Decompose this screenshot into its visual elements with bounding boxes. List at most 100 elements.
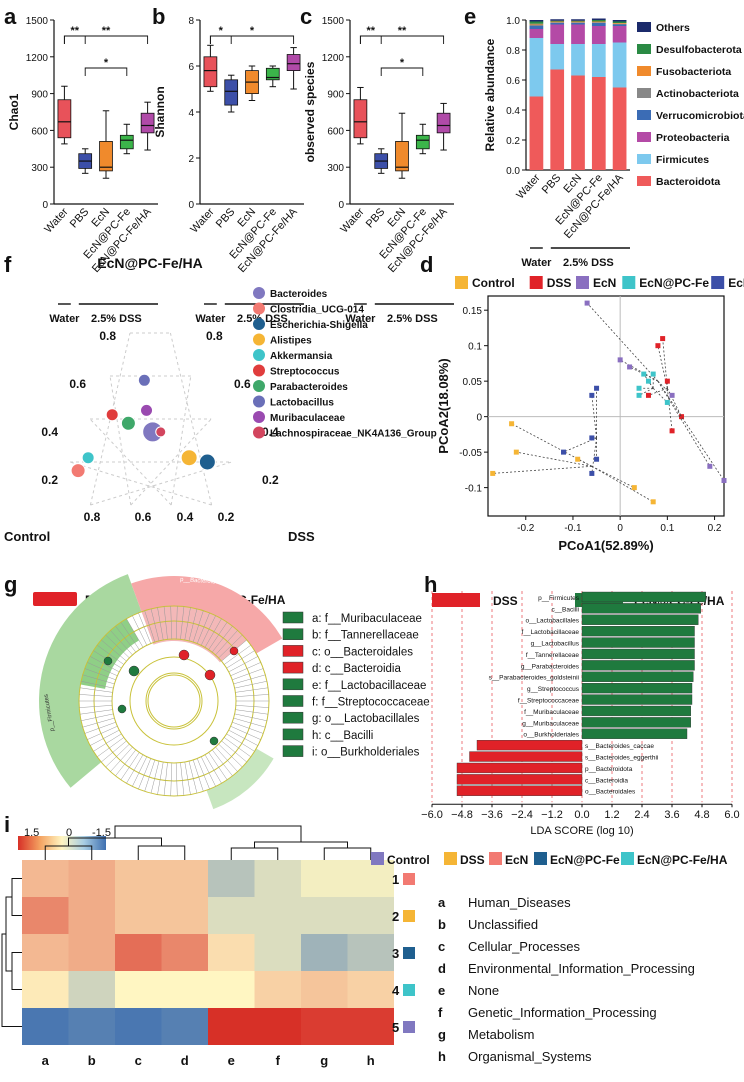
group-label-water: Water xyxy=(521,257,552,269)
bar-segment-Proteobacteria xyxy=(612,26,627,43)
clade-branch xyxy=(188,761,198,794)
cladogram: DSSEcN@PC-Fe/HAp__Bacteroidotap__Firmicu… xyxy=(33,574,430,810)
y-axis-label: observed species xyxy=(303,61,317,162)
y-tick-label: 0.4 xyxy=(506,106,520,117)
spider-line xyxy=(492,465,592,474)
lda-bar-label: g__Streptococcus xyxy=(527,686,580,693)
clade-branch xyxy=(192,610,204,643)
bar-segment-Verrucomicrobiota xyxy=(591,23,606,26)
pcoa-point-DSS xyxy=(669,428,675,434)
heatmap-cell xyxy=(68,971,115,1008)
legend-swatch-Verrucomicrobiota xyxy=(637,110,651,120)
column-key: d xyxy=(438,961,446,976)
y-tick-label: 1200 xyxy=(26,53,49,64)
sig-bracket xyxy=(359,35,382,44)
clade-branch xyxy=(157,762,164,795)
lda-bar-label: f__Streptococcaceae xyxy=(518,698,579,705)
clade-branch xyxy=(215,630,238,656)
legend-swatch-DSS xyxy=(33,592,77,606)
legend-swatch-Proteobacteria xyxy=(637,132,651,142)
pcoa-point-EcN@PC-Fe/HA xyxy=(594,385,600,391)
bar-segment-Bacteroidota xyxy=(612,87,627,170)
x-tick-label: -0.1 xyxy=(564,523,582,534)
column-key: f xyxy=(438,1005,443,1020)
legend-label: Alistipes xyxy=(270,336,312,347)
clade-node xyxy=(229,646,239,656)
ternary-point-Streptococcus xyxy=(105,408,119,422)
y-tick-label: 600 xyxy=(327,126,344,137)
bar-segment-Proteobacteria xyxy=(571,24,585,44)
legend-label: Parabacteroides xyxy=(270,382,348,393)
clade-label: g: o__Lactobacillales xyxy=(312,713,420,725)
spider-line xyxy=(648,380,654,389)
sig-label: ** xyxy=(367,25,376,37)
clade-label: c: o__Bacteroidales xyxy=(312,646,413,658)
x-tick-label: 2.4 xyxy=(634,809,649,821)
lda-bar-label: p__Bacteroidota xyxy=(585,766,633,773)
clade-branch xyxy=(110,630,133,656)
heatmap-cell xyxy=(22,860,69,897)
heatmap-cell xyxy=(208,860,255,897)
box-Water xyxy=(203,56,218,88)
ternary-point-Lactobacillus xyxy=(137,373,151,387)
box-Water xyxy=(353,99,368,139)
sig-label: * xyxy=(104,57,109,69)
sig-bracket xyxy=(359,35,445,44)
lda-bar xyxy=(581,648,695,660)
ternary-bottom-tick: 0.4 xyxy=(177,510,194,524)
lda-bar-label: f__Tannerellaceae xyxy=(526,652,580,659)
clade-swatch-b xyxy=(282,628,304,640)
clade-branch xyxy=(115,749,137,777)
ternary-right-tick: 0.2 xyxy=(262,473,279,487)
bar-segment-Others xyxy=(591,18,606,20)
pcoa-point-Control xyxy=(509,421,515,427)
clade-branch xyxy=(81,713,114,721)
lda-bar xyxy=(581,603,701,614)
box-PBS xyxy=(224,79,239,106)
lda-bar xyxy=(476,740,583,751)
pcoa-point-EcN@PC-Fe xyxy=(641,371,647,377)
lda-bar xyxy=(581,705,691,717)
row-label: 1 xyxy=(392,872,399,887)
clade-label: h: c__Bacilli xyxy=(312,730,373,742)
pcoa-point-Control xyxy=(490,470,496,476)
x-tick-label: PBS xyxy=(540,172,564,196)
pcoa-point-EcN@PC-Fe/HA xyxy=(589,470,595,476)
heatmap-cell xyxy=(254,897,301,934)
legend-swatch-EcN xyxy=(576,276,589,289)
clade-branch xyxy=(232,721,264,734)
lda-bar xyxy=(456,762,583,774)
heatmap-cell xyxy=(68,934,115,971)
heatmap-cell xyxy=(347,1008,394,1045)
ternary-right-tick: 0.6 xyxy=(234,377,251,391)
clade-branch xyxy=(96,644,124,665)
legend-swatch-Bacteroidota xyxy=(637,176,651,186)
column-label: g xyxy=(320,1053,328,1068)
ternary-point-Alistipes xyxy=(180,449,198,467)
legend-swatch-EcN@PC-Fe/HA xyxy=(621,852,634,865)
heatmap-cell xyxy=(347,971,394,1008)
pcoa-point-EcN@PC-Fe xyxy=(650,371,656,377)
ternary-left-tick: 0.6 xyxy=(69,377,86,391)
y-axis-label: Shannon xyxy=(153,86,167,137)
heatmap-cell xyxy=(347,897,394,934)
bar-segment-Firmicutes xyxy=(571,44,585,76)
clade-branch xyxy=(82,674,115,685)
bar-segment-Desulfobacterota xyxy=(550,20,565,22)
heatmap-cell xyxy=(115,1008,162,1045)
legend-label: Streptococcus xyxy=(270,367,340,378)
column-key: e xyxy=(438,983,445,998)
heatmap-cell xyxy=(161,1008,208,1045)
clade-branch xyxy=(228,656,258,673)
heatmap-cell xyxy=(22,934,69,971)
heatmap-cell xyxy=(254,1008,301,1045)
box-EcN@PC-Fe/HA xyxy=(140,112,155,134)
clade-branch xyxy=(221,740,247,763)
clade-branch xyxy=(204,618,222,648)
column-key-label: Unclassified xyxy=(468,917,538,932)
legend-label: Proteobacteria xyxy=(656,132,730,144)
panel-letter-e: e xyxy=(464,4,476,29)
y-tick-label: 900 xyxy=(31,90,48,101)
y-tick-label: 2 xyxy=(188,154,194,165)
lda-bar-label: p__Firmicutes xyxy=(538,595,580,602)
